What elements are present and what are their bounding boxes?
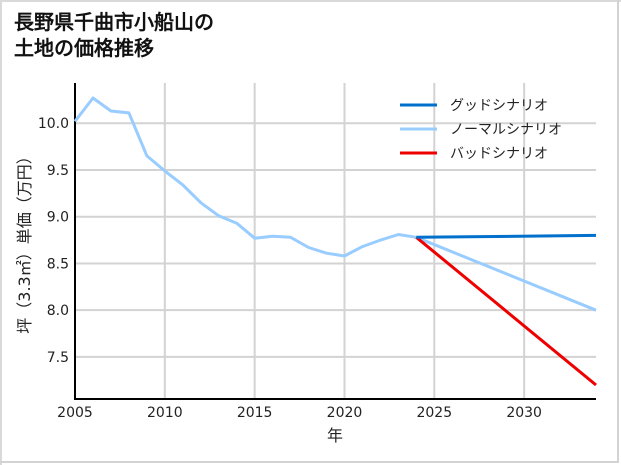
- tick-labels: 2005 2010 2015 2020 2025 2030 7.5 8.0 8.5 9.0 9.5 1…: [38, 116, 542, 421]
- y-tick-label: 9.0: [47, 210, 69, 226]
- data-series: [73, 96, 597, 387]
- y-tick-label: 8.0: [47, 303, 69, 319]
- axes: [74, 83, 596, 400]
- frame-border-top: [0, 0, 621, 2]
- x-tick-label: 2025: [416, 405, 452, 421]
- legend-label: バッドシナリオ: [450, 146, 548, 162]
- series-line-2: [415, 236, 597, 387]
- chart-title: 長野県千曲市小船山の 土地の価格推移: [14, 10, 214, 60]
- y-tick-label: 9.5: [47, 163, 69, 179]
- frame-border-left: [0, 0, 2, 465]
- legend-label: ノーマルシナリオ: [450, 122, 562, 138]
- y-axis-label: 坪（3.3㎡）単価（万円）: [15, 148, 34, 333]
- x-tick-label: 2020: [327, 405, 363, 421]
- x-tick-label: 2030: [506, 405, 542, 421]
- series-line-1: [73, 96, 597, 312]
- x-axis-label: 年: [327, 426, 343, 445]
- y-tick-label: 8.5: [47, 256, 69, 272]
- y-tick-label: 7.5: [47, 350, 69, 366]
- y-tick-label: 10.0: [38, 116, 69, 132]
- x-tick-label: 2010: [147, 405, 183, 421]
- x-tick-label: 2005: [57, 405, 93, 421]
- legend-label: グッドシナリオ: [450, 98, 548, 114]
- x-tick-label: 2015: [237, 405, 273, 421]
- series-line-0: [416, 233, 597, 239]
